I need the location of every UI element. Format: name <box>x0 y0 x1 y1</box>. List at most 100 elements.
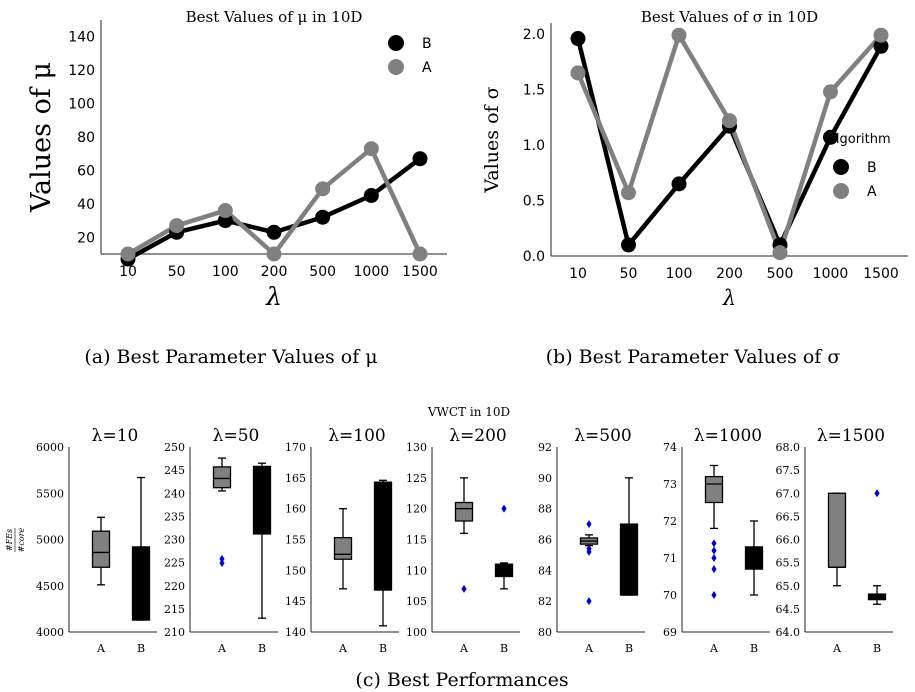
y-tick-label: 74 <box>663 441 677 454</box>
legend-marker-B <box>388 35 404 51</box>
y-tick-label: 20 <box>77 230 95 246</box>
y-tick-label: 125 <box>406 472 427 485</box>
data-point-A <box>873 27 889 43</box>
outlier-A <box>586 597 592 606</box>
y-tick-label: 1.0 <box>523 138 545 154</box>
y-tick-label: 100 <box>68 97 95 113</box>
y-tick-label: 100 <box>406 626 427 639</box>
y-tick-label: 4000 <box>36 626 64 639</box>
y-tick-label: 71 <box>663 552 677 565</box>
x-tick-label: 10 <box>119 264 137 280</box>
y-axis-label: Values of μ <box>26 62 57 213</box>
caption-b: (b) Best Parameter Values of σ <box>546 346 841 368</box>
box-panel: λ=1000 69 70 71 72 73 74 A B <box>663 426 770 655</box>
data-point-B <box>363 188 379 203</box>
legend-label-A: A <box>422 60 432 76</box>
y-tick-label: 220 <box>164 580 185 593</box>
x-tick-label: B <box>258 642 266 655</box>
y-tick-label: 130 <box>406 441 427 454</box>
data-point-B <box>570 31 586 47</box>
x-tick-label: 1500 <box>402 264 438 280</box>
data-point-A <box>671 27 687 43</box>
data-point-B <box>671 176 687 192</box>
y-tick-label: 64.0 <box>776 626 801 639</box>
y-tick-label: 40 <box>77 197 95 213</box>
x-tick-label: 1500 <box>863 266 899 282</box>
y-tick-label: 145 <box>285 595 306 608</box>
y-tick-label: 66.5 <box>776 510 801 523</box>
x-tick-label: A <box>832 642 842 655</box>
y-tick-label: 90 <box>538 472 552 485</box>
y-tick-label: 64.5 <box>776 603 801 616</box>
y-tick-label: 67.0 <box>776 487 801 500</box>
x-axis-label: λ <box>722 286 736 310</box>
chart-title: VWCT in 10D <box>427 405 510 419</box>
y-tick-label: 230 <box>164 534 185 547</box>
outlier-A <box>461 584 467 593</box>
box-A <box>212 466 232 489</box>
y-tick-label: 60 <box>77 163 95 179</box>
legend-label-A: A <box>867 184 877 200</box>
y-tick-label: 67.5 <box>776 464 801 477</box>
box-A <box>704 475 724 504</box>
box-B <box>131 546 151 621</box>
x-tick-label: B <box>379 642 387 655</box>
data-point-A <box>120 246 136 262</box>
legend-label-B: B <box>867 160 877 176</box>
y-tick-label: 84 <box>538 564 552 577</box>
x-tick-label: 200 <box>716 266 743 282</box>
data-point-A <box>266 246 282 262</box>
y-tick-label: 150 <box>285 564 306 577</box>
x-tick-label: A <box>338 642 348 655</box>
box-panel: λ=50 210 215 220 225 230 235 240 245 250 A B <box>164 426 278 655</box>
legend-label-B: B <box>422 36 432 52</box>
chart-a: 20 40 60 80 100 120 140 10 50 100 200 500 1000 1500 Be… <box>26 8 447 311</box>
data-point-B <box>315 209 331 225</box>
box-panel: λ=1500 64.0 64.5 65.0 65.5 66.0 66.5 67.0 67.5 68… <box>776 426 893 655</box>
panel-title: λ=10 <box>92 426 139 446</box>
x-tick-label: A <box>459 642 469 655</box>
box-B <box>744 546 764 570</box>
data-point-A <box>621 185 636 201</box>
x-tick-label: B <box>873 642 881 655</box>
x-tick-label: A <box>217 642 227 655</box>
y-tick-label: 86 <box>538 534 552 547</box>
panel-title: λ=500 <box>574 426 631 446</box>
legend-marker-A <box>833 183 849 199</box>
box-B <box>373 481 393 591</box>
x-tick-label: 50 <box>168 264 186 280</box>
box-panel: λ=100 140 145 150 155 160 165 170 A B <box>285 426 399 655</box>
x-tick-label: B <box>137 642 145 655</box>
y-tick-label: 80 <box>538 626 552 639</box>
data-point-A <box>363 141 379 157</box>
caption-a: (a) Best Parameter Values of μ <box>84 346 377 368</box>
outlier-A <box>711 546 717 555</box>
x-tick-label: 1000 <box>354 264 390 280</box>
x-tick-label: B <box>750 642 758 655</box>
y-tick-label: 110 <box>406 564 427 577</box>
box-panel: λ=10 4000 4500 5000 5500 6000 A B <box>36 426 157 655</box>
y-tick-label: 170 <box>285 441 306 454</box>
y-tick-label: 115 <box>406 534 427 547</box>
y-tick-label: 6000 <box>36 441 64 454</box>
data-point-A <box>217 203 233 219</box>
box-B <box>252 465 272 535</box>
box-A <box>454 501 474 522</box>
outlier-A <box>219 554 225 563</box>
panel-title: λ=1000 <box>694 426 762 446</box>
y-axis-label-numerator: #FEs <box>5 529 14 551</box>
y-tick-label: 69 <box>663 626 677 639</box>
panel-title: λ=50 <box>213 426 260 446</box>
y-tick-label: 72 <box>663 515 677 528</box>
y-tick-label: 155 <box>285 534 306 547</box>
y-tick-label: 105 <box>406 595 427 608</box>
y-tick-label: 65.0 <box>776 580 801 593</box>
y-axis-label: Values of σ <box>481 86 503 193</box>
legend-marker-A <box>388 59 404 75</box>
y-tick-label: 5500 <box>36 487 64 500</box>
data-point-B <box>266 224 282 240</box>
y-tick-label: 245 <box>164 464 185 477</box>
x-tick-label: 100 <box>212 264 239 280</box>
panel-title: λ=100 <box>328 426 385 446</box>
